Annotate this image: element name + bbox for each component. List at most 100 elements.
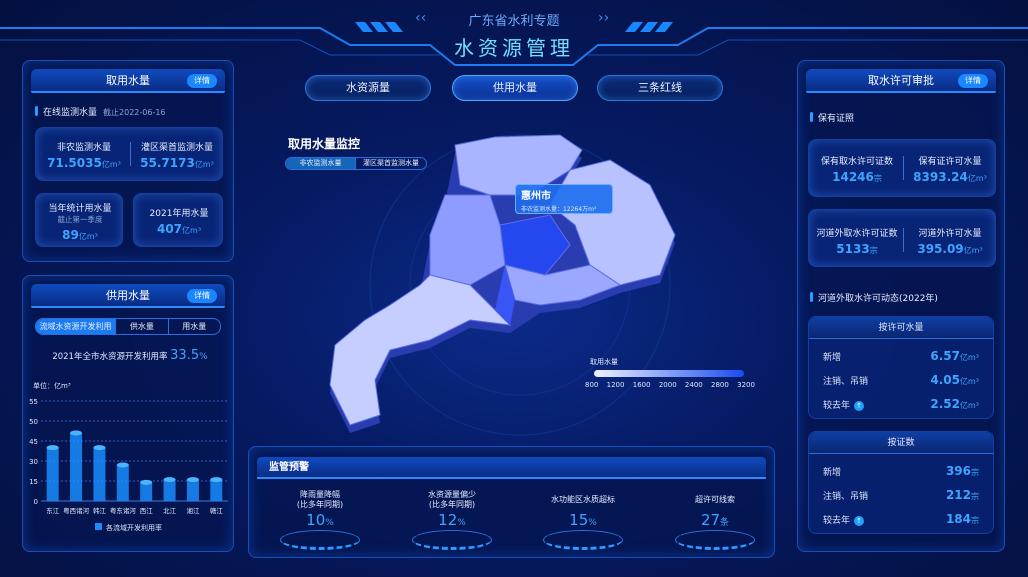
x-tick-label: 湘江 [186,506,200,515]
tab-use[interactable]: 用水量 [167,319,220,334]
header-subtitle: 广东省水利专题 [468,14,560,29]
utilization-rate: 2021年全市水资源开发利用率 33.5% [35,348,225,363]
stat-sub: 截止第一季度 [57,215,103,224]
tab-irrigation[interactable]: 灌区渠首监测水量 [355,158,426,169]
row-value: 396宗 [946,464,979,478]
row-label-text: 注销、吊销 [823,491,869,502]
stat-value: 5133 [836,242,870,256]
row-label: 较去年 ↑ [823,513,865,526]
bar[interactable] [93,447,106,501]
svg-text:‹‹: ‹‹ [415,10,426,26]
legend-tick: 2800 [711,381,729,389]
stat-unit: 亿m³ [78,232,98,241]
value-unit: 宗 [971,516,979,525]
warning-value: 27条 [660,513,770,529]
page-title: 水资源管理 [454,36,574,60]
permit-card-1: 保有取水许可证数 14246宗 保有证许可水量 8393.24亿m³ [808,139,996,197]
stat-unit: 宗 [869,246,878,255]
value-number: 212 [945,488,971,502]
value-number: 4.05 [930,373,960,387]
bar-cap [93,445,106,451]
divider [903,156,904,180]
stat-label: 当年统计用水量 [48,204,112,214]
row-label: 注销、吊销 [823,374,868,387]
y-axis-label: 单位：亿m³ [33,381,71,390]
legend-tick: 2000 [658,381,677,389]
legend-tick: 800 [585,381,599,389]
legend-swatch [95,523,102,530]
y-tick-label: 15 [29,478,38,486]
tab-water-resources[interactable]: 水资源量 [305,75,431,101]
stat-value: 14246 [832,170,874,184]
row-label: 较去年 ↑ [823,398,865,411]
stat-label: 灌区渠首监测水量 [140,143,213,153]
stat-2021: 2021年用水量 407亿m³ [134,206,224,236]
card-title: 按许可水量 [809,317,993,339]
section-date: 截止2022-06-16 [103,108,166,117]
arrow-up-icon: ↑ [854,515,865,526]
stat-row: 注销、吊销 4.05亿m³ [823,373,979,387]
warning-label: 超许可线索 [695,495,735,504]
permit-approval-panel: 取水许可审批 详情 保有证照 保有取水许可证数 14246宗 保有证许可水量 8393… [797,60,1005,552]
divider [130,142,131,166]
ring-decoration [543,530,623,550]
value-unit: 亿m³ [960,377,979,386]
legend-tick: 3200 [737,381,755,389]
row-label-text: 新增 [823,467,842,478]
year-stat-card: 当年统计用水量 截止第一季度 89亿m³ [35,193,123,247]
divider [903,228,904,252]
tab-water-supply-use[interactable]: 供用水量 [452,75,578,101]
rate-value: 33.5 [170,348,200,363]
stat-row: 新增 396宗 [823,464,979,478]
detail-button[interactable]: 详情 [958,74,988,88]
stat-label: 保有取水许可证数 [820,157,893,167]
monitoring-card: 非农监测水量 71.5035亿m³ 灌区渠首监测水量 55.7173亿m³ [35,127,223,181]
tab-basin-utilization[interactable]: 流域水资源开发利用 [36,319,116,334]
bar[interactable] [70,433,83,501]
row-value: 6.57亿m³ [930,349,979,363]
y-tick-label: 30 [29,458,38,466]
rate-unit: % [199,352,208,362]
detail-button[interactable]: 详情 [187,289,217,303]
stat-label: 非农监测水量 [56,143,111,153]
warning-item: 水功能区水质超标 15% [528,490,638,550]
tab-three-red-lines[interactable]: 三条红线 [597,75,723,101]
stat-irrigation: 灌区渠首监测水量 55.7173亿m³ [132,140,222,170]
map-region-northwest[interactable] [429,194,506,286]
panel-title: 取水许可审批 [868,74,934,87]
x-tick-label: 粤西诸河 [63,506,90,515]
detail-button[interactable]: 详情 [187,74,217,88]
map-region-west[interactable] [329,274,512,426]
row-value: 184宗 [946,512,979,526]
stat-permits: 保有取水许可证数 14246宗 [811,154,903,184]
panel-title: 取用水量 [106,74,150,87]
stat-row: 较去年 ↑ 2.52亿m³ [823,397,979,411]
row-value: 4.05亿m³ [930,373,979,387]
x-tick-label: 北江 [163,507,177,515]
bar[interactable] [46,447,59,501]
bar[interactable] [163,479,176,501]
warning-item: 降雨量降幅 (比多年同期) 10% [265,490,375,550]
guangdong-map[interactable] [320,125,700,445]
panel-title: 供用水量 [106,289,150,302]
value-number: 15 [569,511,589,529]
row-value: 2.52亿m³ [930,397,979,411]
map-legend-gradient[interactable] [594,370,744,377]
bar[interactable] [140,482,153,501]
section-title: 在线监测水量 截止2022-06-16 [35,105,166,118]
bar-cap [46,445,59,451]
bar[interactable] [210,479,223,501]
bar[interactable] [116,465,129,501]
map-region-central[interactable] [504,264,622,306]
bar[interactable] [186,479,199,501]
water-withdrawal-panel: 取用水量 详情 在线监测水量 截止2022-06-16 非农监测水量 71.5035亿… [22,60,234,262]
stat-unit: 亿m³ [967,174,987,183]
bar-cap [70,430,83,436]
tab-non-agri[interactable]: 非农监测水量 [286,158,355,169]
y-tick-label: 55 [29,398,38,406]
tab-supply[interactable]: 供水量 [115,319,167,334]
header-decoration: ‹‹ ›› [0,10,1028,66]
arrow-up-icon: ↑ [854,400,865,411]
card-title: 按证数 [809,432,993,454]
stat-label: 河道外许可水量 [918,229,982,239]
